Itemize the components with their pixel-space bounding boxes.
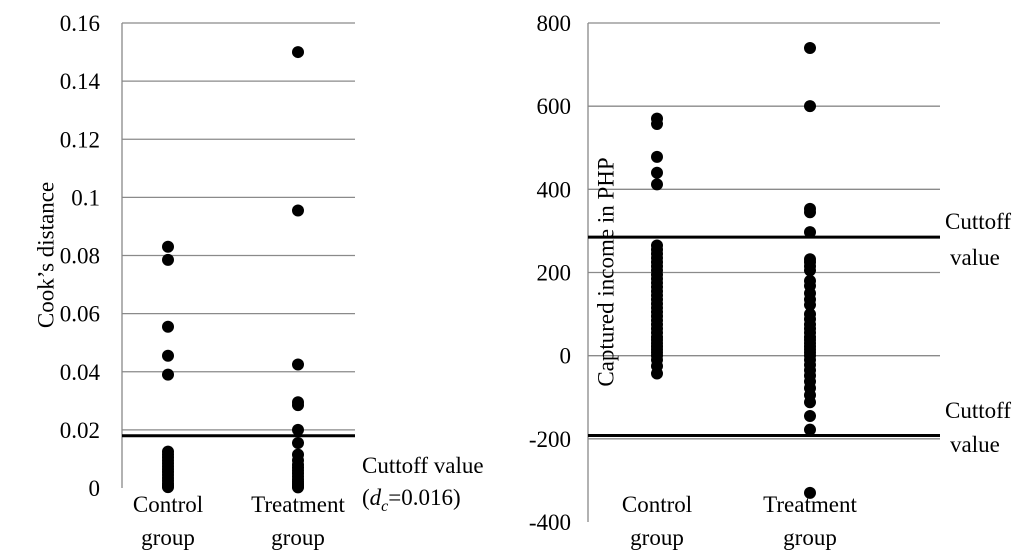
category-label-line2: group — [630, 525, 684, 550]
category-labels: Control group Treatment group — [622, 492, 858, 550]
y-tick-label: -200 — [529, 427, 571, 452]
data-points — [162, 46, 304, 494]
data-point — [804, 486, 816, 499]
y-tick-label: 0.12 — [60, 127, 100, 152]
category-label-line1: Control — [133, 492, 203, 517]
y-tick-label: 0.08 — [60, 244, 100, 269]
data-point — [804, 226, 816, 239]
data-point — [804, 396, 816, 409]
y-tick-label: 200 — [537, 261, 572, 286]
y-tick-label: -400 — [529, 510, 571, 535]
upper-cutoff-label-line2: value — [950, 245, 1000, 270]
cutoff-subscript: c — [381, 498, 388, 515]
y-tick-label: 0.16 — [60, 11, 100, 36]
y-tick-label: 0.02 — [60, 418, 100, 443]
data-point — [292, 436, 304, 449]
data-point — [162, 349, 174, 362]
y-tick-labels: 0 0.02 0.04 0.06 0.08 0.1 0.12 0.14 0.16 — [60, 11, 101, 501]
data-point — [162, 240, 174, 253]
category-label-line2: group — [783, 525, 837, 550]
cutoff-paren-open: ( — [362, 485, 370, 510]
y-tick-label: 0.1 — [71, 185, 100, 210]
data-points — [651, 41, 816, 499]
data-point — [292, 358, 304, 371]
cutoff-var: d — [370, 485, 382, 510]
grid-lines — [588, 22, 940, 440]
data-point — [162, 481, 174, 494]
y-tick-label: 0.04 — [60, 360, 101, 385]
y-tick-label: 800 — [537, 11, 572, 36]
data-point — [651, 166, 663, 179]
lower-cutoff-label-line1: Cuttoff — [945, 398, 1011, 423]
y-tick-label: 0.14 — [60, 69, 101, 94]
data-point — [804, 206, 816, 219]
captured-income-chart: -400 -200 0 200 400 600 800 Control group Treatm… — [529, 11, 1012, 550]
data-point — [292, 481, 304, 494]
data-point — [651, 367, 663, 380]
data-point — [292, 46, 304, 59]
data-point — [162, 320, 174, 333]
y-tick-label: 0 — [89, 476, 101, 501]
cutoff-labels: Cuttoff value Cuttoff value — [945, 209, 1011, 457]
y-tick-label: 0.06 — [60, 302, 100, 327]
cutoff-lines — [588, 235, 940, 438]
cutoff-labels: Cuttoff value (dc=0.016) — [362, 453, 484, 515]
data-point — [162, 253, 174, 266]
cutoff-label-line1: Cuttoff value — [362, 453, 484, 478]
data-point — [292, 423, 304, 436]
cutoff-label-line2: (dc=0.016) — [362, 485, 461, 515]
cutoff-value-text: =0.016) — [388, 485, 460, 510]
category-label-line1: Treatment — [251, 492, 345, 517]
data-point — [804, 409, 816, 422]
y-tick-labels: -400 -200 0 200 400 600 800 — [529, 11, 571, 535]
data-point — [292, 204, 304, 217]
category-label-line1: Control — [622, 492, 692, 517]
data-point — [804, 41, 816, 54]
category-label-line2: group — [141, 525, 195, 550]
y-axis-label: Cook’s distance — [33, 182, 58, 328]
lower-cutoff-label-line2: value — [950, 432, 1000, 457]
y-tick-label: 600 — [537, 94, 572, 119]
data-point — [651, 118, 663, 131]
category-label-line1: Treatment — [763, 492, 857, 517]
data-point — [804, 264, 816, 277]
y-tick-label: 0 — [560, 344, 572, 369]
upper-cutoff-label-line1: Cuttoff — [945, 209, 1011, 234]
data-point — [651, 150, 663, 163]
cooks-distance-chart: 0 0.02 0.04 0.06 0.08 0.1 0.12 0.14 0.16 Control… — [33, 11, 483, 550]
data-point — [804, 100, 816, 113]
data-point — [651, 178, 663, 191]
category-label-line2: group — [271, 525, 325, 550]
y-axis-label: Captured income in PHP — [593, 157, 618, 386]
data-point — [804, 298, 816, 311]
data-point — [292, 399, 304, 412]
grid-lines — [122, 22, 355, 431]
data-point — [162, 368, 174, 381]
y-tick-label: 400 — [537, 177, 572, 202]
data-point — [804, 423, 816, 436]
category-labels: Control group Treatment group — [133, 492, 346, 550]
